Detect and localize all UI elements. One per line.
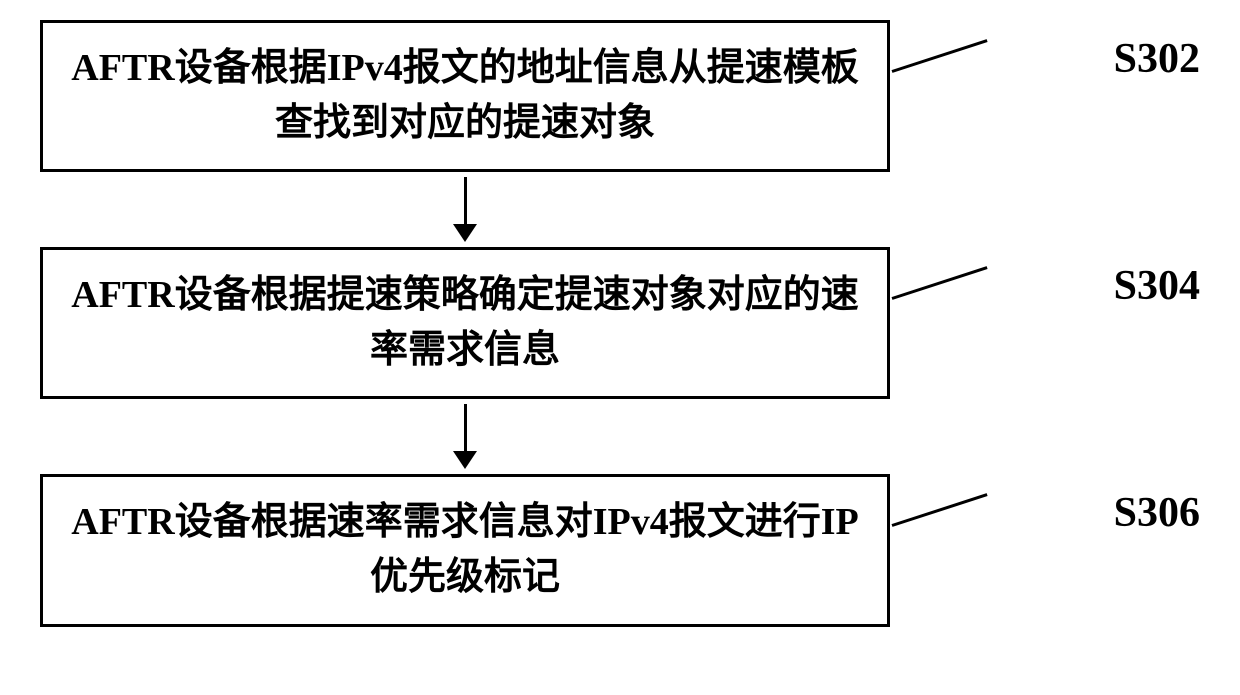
step-label-s302: S302 bbox=[1114, 35, 1200, 83]
step-row-2: AFTR设备根据提速策略确定提速对象对应的速率需求信息 S304 bbox=[40, 247, 1200, 399]
arrow-2 bbox=[453, 404, 477, 469]
arrow-head-icon bbox=[453, 224, 477, 242]
step-row-1: AFTR设备根据IPv4报文的地址信息从提速模板查找到对应的提速对象 S302 bbox=[40, 20, 1200, 172]
connector-line bbox=[892, 494, 988, 528]
step-row-3: AFTR设备根据速率需求信息对IPv4报文进行IP优先级标记 S306 bbox=[40, 474, 1200, 626]
step-text: AFTR设备根据速率需求信息对IPv4报文进行IP优先级标记 bbox=[71, 495, 859, 605]
step-box-s304: AFTR设备根据提速策略确定提速对象对应的速率需求信息 bbox=[40, 247, 890, 399]
step-text: AFTR设备根据提速策略确定提速对象对应的速率需求信息 bbox=[71, 268, 859, 378]
step-box-s306: AFTR设备根据速率需求信息对IPv4报文进行IP优先级标记 bbox=[40, 474, 890, 626]
arrow-1 bbox=[453, 177, 477, 242]
connector-line bbox=[892, 39, 988, 73]
arrow-line bbox=[464, 177, 467, 225]
arrow-line bbox=[464, 404, 467, 452]
flowchart-container: AFTR设备根据IPv4报文的地址信息从提速模板查找到对应的提速对象 S302 … bbox=[40, 20, 1200, 627]
step-box-s302: AFTR设备根据IPv4报文的地址信息从提速模板查找到对应的提速对象 bbox=[40, 20, 890, 172]
step-label-s304: S304 bbox=[1114, 262, 1200, 310]
step-label-s306: S306 bbox=[1114, 489, 1200, 537]
step-text: AFTR设备根据IPv4报文的地址信息从提速模板查找到对应的提速对象 bbox=[71, 41, 859, 151]
arrow-head-icon bbox=[453, 451, 477, 469]
connector-line bbox=[892, 266, 988, 300]
